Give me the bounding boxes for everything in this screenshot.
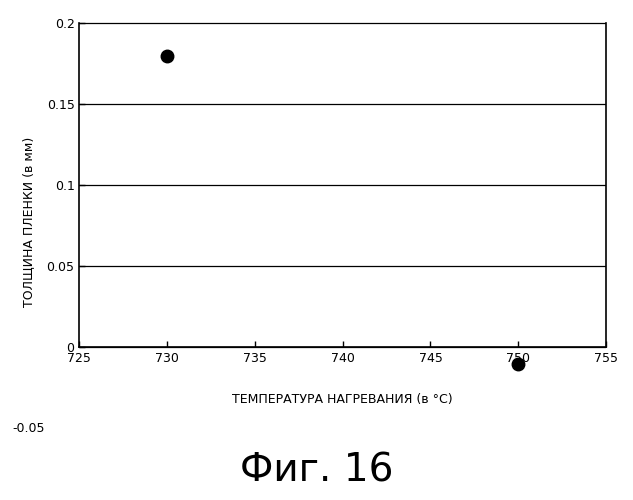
Point: [513, 360, 523, 368]
Point: [162, 52, 172, 60]
Text: Фиг. 16: Фиг. 16: [240, 452, 393, 490]
Y-axis label: ТОЛЩИНА ПЛЕНКИ (в мм): ТОЛЩИНА ПЛЕНКИ (в мм): [22, 136, 35, 307]
X-axis label: ТЕМПЕРАТУРА НАГРЕВАНИЯ (в °C): ТЕМПЕРАТУРА НАГРЕВАНИЯ (в °C): [232, 393, 453, 406]
Text: -0.05: -0.05: [13, 422, 45, 435]
